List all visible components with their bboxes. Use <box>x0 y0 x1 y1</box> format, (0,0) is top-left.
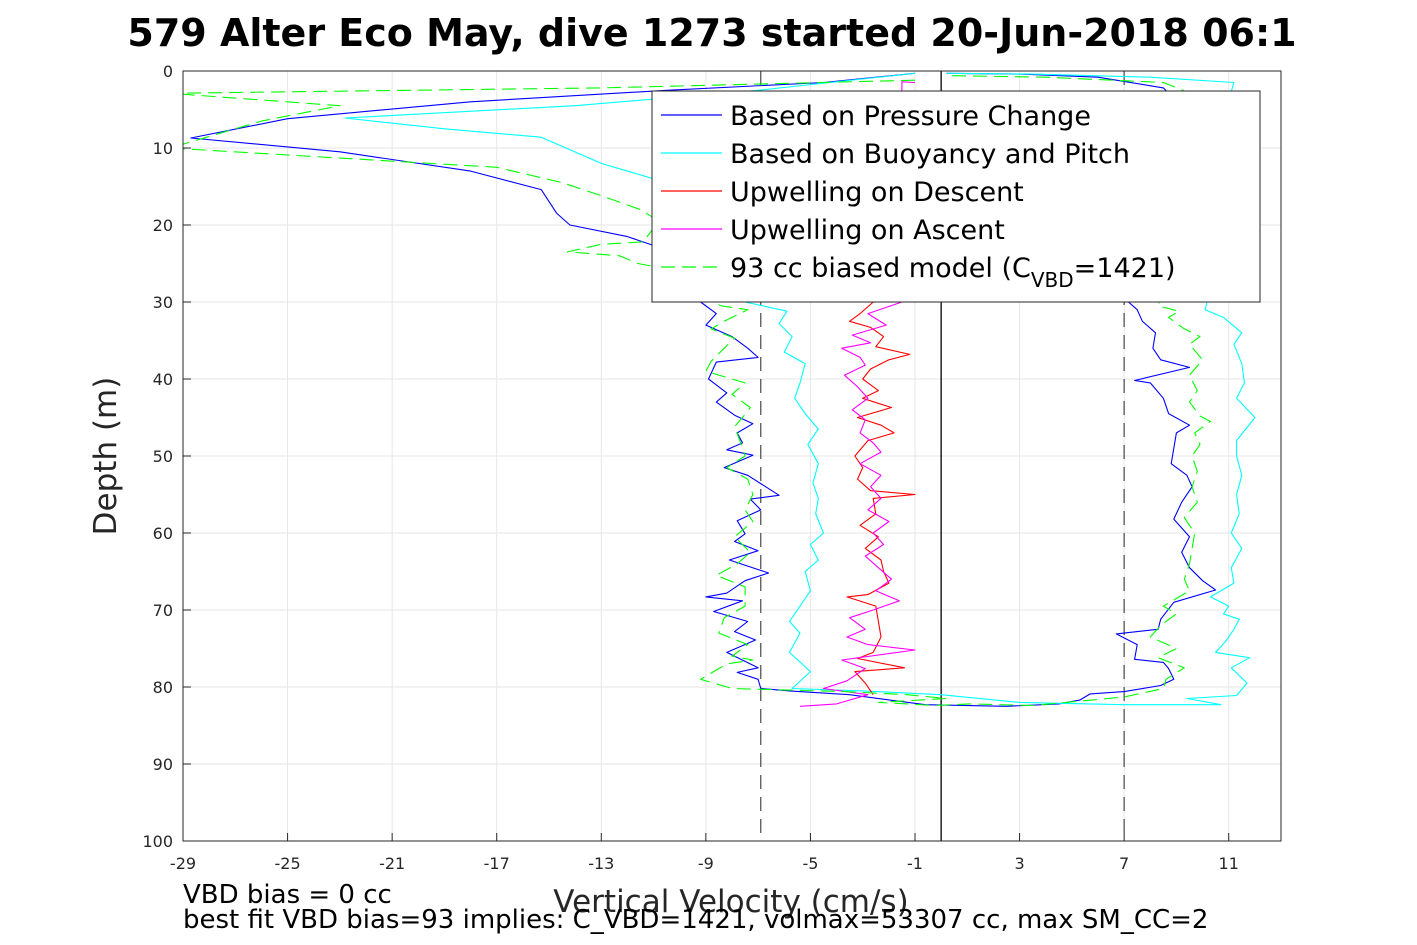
x-tick-label: -17 <box>484 854 510 873</box>
legend-box <box>651 90 1261 303</box>
x-tick-label: -13 <box>588 854 614 873</box>
y-tick-label: 40 <box>153 370 173 389</box>
y-tick-label: 70 <box>153 601 173 620</box>
x-tick-labels: -29 -25 -21 -17 -13 -9 -5 -1 3 7 11 <box>170 833 1239 873</box>
footer-line-2: best fit VBD bias=93 implies: C_VBD=1421… <box>183 905 1208 935</box>
x-tick-label: -1 <box>907 854 923 873</box>
legend: Based on Pressure Change Based on Buoyanc… <box>651 90 1261 303</box>
y-tick-labels: 0 10 20 30 40 50 60 70 80 90 100 <box>142 62 191 851</box>
x-tick-label: 7 <box>1119 854 1129 873</box>
x-tick-label: 11 <box>1219 854 1239 873</box>
x-tick-label: -21 <box>379 854 405 873</box>
legend-label-1: Based on Pressure Change <box>730 101 1091 132</box>
y-tick-label: 60 <box>153 524 173 543</box>
y-tick-label: 30 <box>153 293 173 312</box>
series-line-4 <box>799 81 916 707</box>
legend-label-3: Upwelling on Descent <box>730 177 1024 208</box>
series-line-1 <box>190 72 1217 707</box>
y-tick-label: 100 <box>142 832 173 851</box>
y-tick-label: 80 <box>153 678 173 697</box>
x-tick-label: -9 <box>698 854 714 873</box>
y-tick-label: 10 <box>153 139 173 158</box>
footer-line-1: VBD bias = 0 cc <box>183 880 392 910</box>
x-tick-label: -29 <box>170 854 196 873</box>
y-axis-label: Depth (m) <box>88 377 124 536</box>
series-line-3 <box>846 301 916 696</box>
y-tick-label: 20 <box>153 216 173 235</box>
x-axis-label: Vertical Velocity (cm/s) <box>553 884 908 920</box>
legend-label-4: Upwelling on Ascent <box>730 215 1005 246</box>
legend-label-5: 93 cc biased model (CVBD=1421) <box>730 253 1176 292</box>
chart-title: 579 Alter Eco May, dive 1273 started 20-… <box>127 11 1296 55</box>
x-tick-label: 3 <box>1014 854 1024 873</box>
y-tick-label: 0 <box>163 62 173 81</box>
y-tick-label: 50 <box>153 447 173 466</box>
y-tick-label: 90 <box>153 755 173 774</box>
x-tick-label: -25 <box>275 854 301 873</box>
series-line-2 <box>344 72 1256 706</box>
legend-label-2: Based on Buoyancy and Pitch <box>730 139 1130 170</box>
x-tick-label: -5 <box>802 854 818 873</box>
